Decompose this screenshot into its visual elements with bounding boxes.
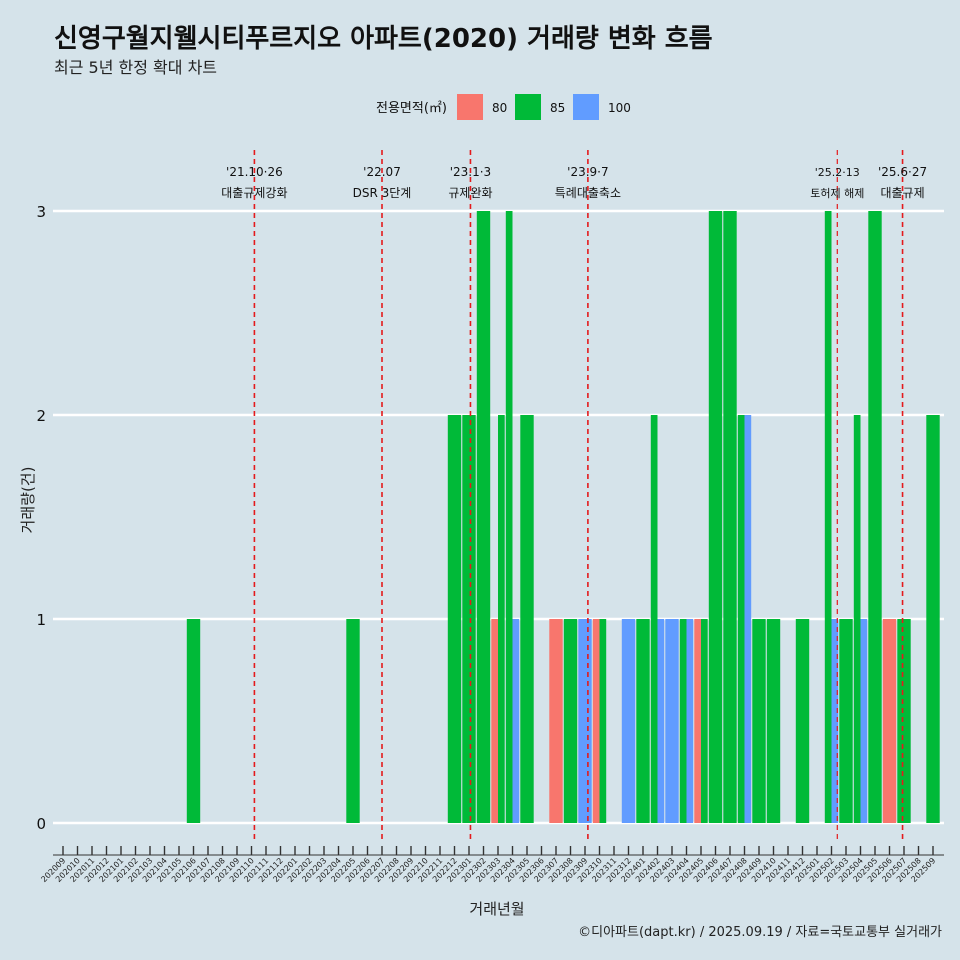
- bar-85-202106: [186, 619, 201, 823]
- y-axis-title: 거래량(건): [19, 467, 37, 534]
- event-date: '22.07: [363, 165, 401, 179]
- bar-100-202402: [657, 619, 665, 823]
- event-label: 특례대출축소: [555, 186, 621, 200]
- event-date: '23.1·3: [450, 165, 491, 179]
- event-date: '21.10·26: [226, 165, 283, 179]
- bar-80-202303: [491, 619, 498, 823]
- bar-100-202504: [860, 619, 868, 823]
- bar-85-202310: [599, 619, 607, 823]
- legend-title: 전용면적(㎡): [376, 101, 447, 116]
- legend-swatch-85: [515, 94, 541, 120]
- legend-label: 80: [492, 101, 507, 115]
- event-date: '25.6·27: [878, 165, 927, 179]
- event-label: DSR 3단계: [353, 186, 412, 200]
- y-axis-ticks: 0 1 2 3: [36, 203, 46, 833]
- bar-80-202307: [549, 619, 563, 823]
- bar-100-202403: [665, 619, 679, 823]
- bar-85-202504: [853, 415, 861, 823]
- bar-85-202301: [462, 415, 476, 823]
- bar-85-202401: [636, 619, 650, 823]
- bars: [186, 211, 940, 823]
- bar-85-202302: [476, 211, 491, 823]
- bar-85-202502: [824, 211, 832, 823]
- bar-85-202410: [766, 619, 781, 823]
- event-lines: '21.10·26 대출규제강화 '22.07 DSR 3단계 '23.1·3 규제완화 '…: [221, 150, 927, 843]
- bar-85-202412: [795, 619, 810, 823]
- chart-subtitle: 최근 5년 한정 확대 차트: [54, 58, 218, 77]
- legend-swatch-80: [457, 94, 483, 120]
- y-tick-label: 0: [36, 815, 46, 833]
- bar-85-202405: [701, 619, 708, 823]
- bar-85-202505: [868, 211, 882, 823]
- event-label: 대출규제: [880, 186, 924, 200]
- legend-swatch-100: [573, 94, 599, 120]
- event-date: '23.9·7: [567, 165, 608, 179]
- bar-85-202409: [752, 619, 766, 823]
- bar-100-202404: [686, 619, 694, 823]
- bar-100-202312: [621, 619, 636, 823]
- y-tick-label: 3: [36, 203, 46, 221]
- bar-85-202407: [723, 211, 737, 823]
- bar-85-202402: [650, 415, 658, 823]
- bar-85-202406: [708, 211, 723, 823]
- event-label: 토허제 해제: [810, 186, 864, 200]
- bar-85-202404: [679, 619, 687, 823]
- bar-80-202405: [694, 619, 701, 823]
- x-axis: 2020092020102020112020122021012021022021…: [39, 846, 944, 884]
- event-label: 대출규제강화: [221, 186, 287, 200]
- bar-85-202503: [839, 619, 853, 823]
- bar-85-202303: [498, 415, 505, 823]
- caption: ©디아파트(dapt.kr) / 2025.09.19 / 자료=국토교통부 실…: [578, 925, 942, 940]
- bar-85-202205: [346, 619, 360, 823]
- legend: 전용면적(㎡) 80 85 100: [376, 94, 631, 120]
- bar-85-202408: [737, 415, 745, 823]
- bar-100-202408: [744, 415, 752, 823]
- bar-100-202309: [578, 619, 592, 823]
- legend-label: 85: [550, 101, 565, 115]
- event-label: 규제완화: [448, 186, 492, 200]
- bar-85-202305: [520, 415, 534, 823]
- bar-80-202310: [592, 619, 600, 823]
- y-tick-label: 1: [36, 611, 46, 629]
- bar-85-202507: [897, 619, 911, 823]
- chart-title: 신영구월지웰시티푸르지오 아파트(2020) 거래량 변화 흐름: [54, 24, 713, 54]
- bar-85-202304: [505, 211, 513, 823]
- bar-100-202502: [831, 619, 839, 823]
- bar-85-202509: [926, 415, 940, 823]
- y-tick-label: 2: [36, 407, 46, 425]
- bar-80-202506: [882, 619, 897, 823]
- event-date: '25.2·13: [815, 166, 860, 179]
- bar-85-202212: [447, 415, 462, 823]
- x-axis-title: 거래년월: [469, 900, 524, 918]
- bar-100-202304: [512, 619, 520, 823]
- legend-label: 100: [608, 101, 631, 115]
- bar-85-202308: [563, 619, 578, 823]
